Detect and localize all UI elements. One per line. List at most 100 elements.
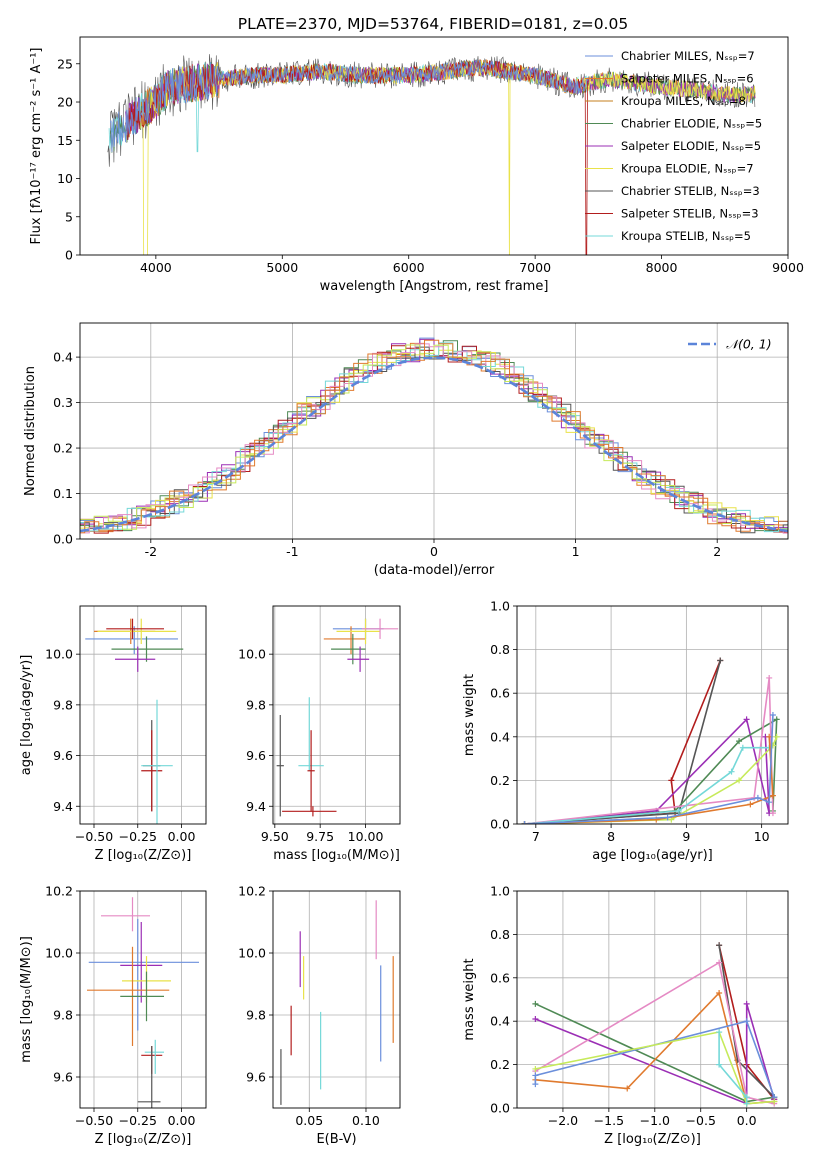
x-tick-label: 0.0 [737, 1113, 757, 1128]
weight-point-marker [532, 1065, 539, 1072]
x-axis-label: age [log₁₀(age/yr)] [592, 848, 713, 863]
x-tick-label: −2.0 [548, 1113, 578, 1128]
axes-frame [79, 605, 207, 825]
weight-point-marker [743, 1100, 750, 1107]
x-tick-label: 0.05 [295, 1113, 323, 1128]
weight-point-marker [664, 814, 671, 821]
legend-label: Kroupa STELIB, Nₛₛₚ=5 [621, 229, 751, 243]
weight-point-marker [716, 942, 723, 949]
x-tick-label: 9.75 [306, 829, 334, 844]
legend-label: Chabrier STELIB, Nₛₛₚ=3 [621, 184, 760, 198]
y-tick-label: 0.6 [490, 686, 510, 701]
x-axis-label: Z [log₁₀(Z/Z⊙)] [604, 1132, 701, 1147]
axes-frame [516, 605, 789, 825]
y-tick-label: 10 [57, 171, 73, 186]
histogram-series [80, 344, 788, 530]
histogram-series [80, 346, 788, 534]
y-tick-label: 20 [57, 95, 73, 110]
mass-weight-vs-metallicity-chart: −2.0 −1.5 −1.0 −0.5 0.0 0.0 0.2 0.4 0.6 0.8 1.0 Z [… [462, 884, 789, 1147]
x-axis-label: E(B-V) [316, 1132, 356, 1147]
x-tick-label: 2 [713, 544, 721, 559]
weight-series-line [534, 961, 775, 1105]
x-axis-label: wavelength [Angstrom, rest frame] [320, 279, 549, 294]
weight-point-marker [747, 801, 754, 808]
errorbar-points [87, 897, 199, 1108]
weight-point-marker [769, 810, 776, 817]
x-tick-label: 5000 [266, 260, 298, 275]
weight-point-marker [532, 1016, 539, 1023]
x-axis-label: Z [log₁₀(Z/Z⊙)] [95, 848, 192, 863]
legend-label: Salpeter ELODIE, Nₛₛₚ=5 [621, 139, 761, 153]
y-tick-label: 9.6 [246, 748, 266, 763]
x-tick-label: 8000 [646, 260, 678, 275]
weight-point-marker [766, 799, 773, 806]
weight-point-marker [743, 1018, 750, 1025]
errorbar-points [276, 618, 399, 817]
y-tick-label: 0.8 [490, 642, 510, 657]
x-tick-label: 10.00 [348, 829, 384, 844]
x-axis-label: (data-model)/error [374, 563, 495, 578]
weight-series-line [718, 1032, 748, 1104]
y-axis-label: age [log₁₀(age/yr)] [19, 655, 34, 776]
y-tick-label: 0.4 [53, 350, 73, 365]
x-tick-label: 7 [532, 829, 540, 844]
weight-point-marker [739, 744, 746, 751]
x-tick-label: 0.10 [352, 1113, 380, 1128]
x-tick-label: 4000 [140, 260, 172, 275]
y-tick-label: 1.0 [490, 884, 510, 899]
y-tick-label: 25 [57, 56, 73, 71]
x-tick-label: 8 [607, 829, 615, 844]
normal-distribution-curve [80, 356, 788, 533]
weight-point-marker [532, 1000, 539, 1007]
weight-series-group [521, 657, 780, 824]
y-tick-label: 0.4 [490, 729, 510, 744]
spectrum-chart: 4000 5000 6000 7000 8000 9000 0 5 10 15 20 25 wavele… [29, 36, 804, 294]
y-tick-label: 0.6 [490, 970, 510, 985]
y-tick-label: 9.8 [53, 1008, 73, 1023]
axes-frame [516, 890, 789, 1109]
weight-series-line [535, 1003, 775, 1105]
weight-point-marker [716, 989, 723, 996]
y-tick-label: 0.2 [53, 441, 73, 456]
weight-point-marker [773, 733, 780, 740]
y-tick-label: 0.4 [490, 1014, 510, 1029]
weight-series-line [535, 1031, 775, 1105]
x-tick-label: −1.0 [640, 1113, 670, 1128]
weight-point-marker [736, 777, 743, 784]
weight-point-marker [771, 1098, 778, 1105]
y-tick-label: 0.3 [53, 395, 73, 410]
x-tick-label: 0.00 [168, 1113, 196, 1128]
y-tick-label: 10.0 [45, 946, 73, 961]
age-vs-metallicity-chart: −0.50 −0.25 0.00 9.4 9.6 9.8 10.0 Z [log₁₀(Z/Z⊙… [19, 605, 207, 863]
weight-series-group [532, 942, 778, 1107]
x-tick-label: −1.5 [594, 1113, 624, 1128]
y-tick-label: 0 [65, 248, 73, 263]
weight-series-line [524, 660, 722, 824]
x-tick-label: 9 [682, 829, 690, 844]
weight-point-marker [743, 1094, 750, 1101]
y-tick-label: 0.0 [490, 1101, 510, 1116]
axes-frame [272, 605, 401, 825]
y-tick-label: 9.8 [246, 1008, 266, 1023]
x-tick-label: 0.00 [168, 829, 196, 844]
y-tick-label: 10.0 [238, 647, 266, 662]
mass-vs-metallicity-chart: −0.50 −0.25 0.00 9.6 9.8 10.0 10.2 Z [log₁₀(Z/Z… [19, 884, 207, 1147]
weight-point-marker [668, 777, 675, 784]
weight-point-marker [624, 1085, 631, 1092]
x-tick-label: −0.5 [686, 1113, 716, 1128]
weight-point-marker [754, 794, 761, 801]
y-tick-label: 0.2 [490, 1057, 510, 1072]
y-tick-label: 1.0 [490, 599, 510, 614]
x-tick-label: −0.50 [75, 829, 113, 844]
weight-point-marker [769, 712, 776, 718]
axes-frame [79, 322, 789, 540]
weight-point-marker [769, 792, 776, 799]
x-tick-label: −0.25 [119, 1113, 157, 1128]
histogram-series [80, 342, 788, 533]
weight-point-marker [743, 1000, 750, 1007]
x-tick-label: 10 [754, 829, 770, 844]
legend-label: Chabrier ELODIE, Nₛₛₚ=5 [621, 117, 762, 131]
errorbar-points [280, 900, 394, 1105]
y-tick-label: 10.0 [238, 946, 266, 961]
